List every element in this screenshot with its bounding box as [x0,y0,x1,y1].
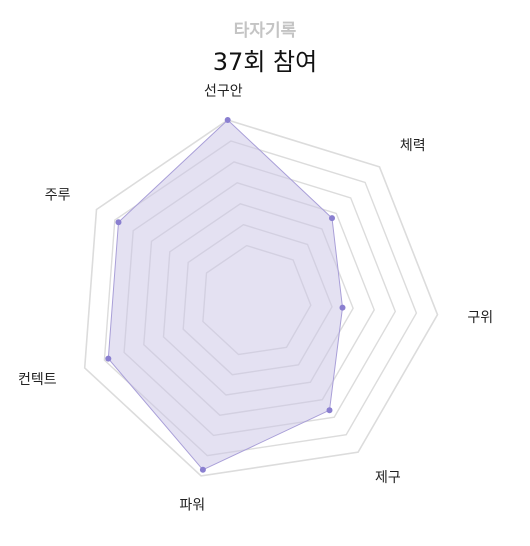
axis-label-체력: 체력 [400,138,426,154]
axis-label-제구: 제구 [375,470,401,486]
data-point-파워[interactable] [199,466,206,473]
data-point-선구안[interactable] [224,117,231,123]
grid-ring [83,119,439,477]
chart-title: 37회 참여 [212,48,318,76]
axis-label-주루: 주루 [45,188,71,204]
axis-label-파워: 파워 [179,498,205,514]
axis-label-선구안: 선구안 [204,83,243,99]
data-point-컨텍트[interactable] [105,355,112,362]
chart-subtitle: 타자기록 [233,21,297,41]
radar-data [105,117,346,473]
data-area [107,119,344,471]
data-point-체력[interactable] [329,215,335,222]
data-point-제구[interactable] [326,407,333,414]
data-point-주루[interactable] [115,219,122,226]
data-point-구위[interactable] [339,304,346,311]
axis-label-컨텍트: 컨텍트 [18,372,57,388]
axis-label-구위: 구위 [467,310,493,326]
